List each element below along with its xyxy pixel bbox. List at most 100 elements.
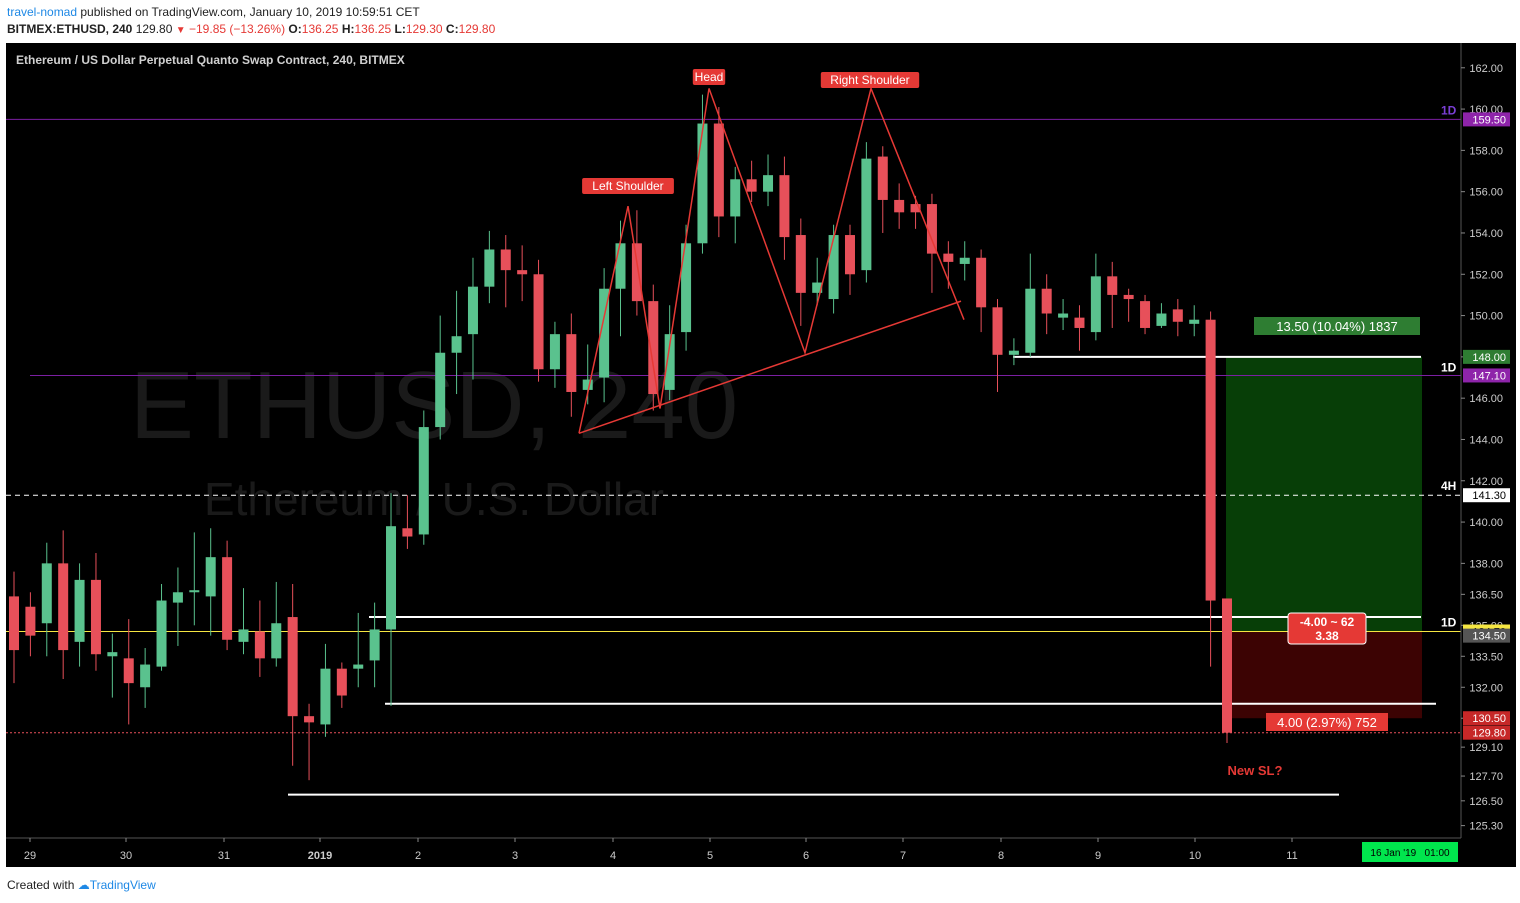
price-tag-text: 159.50 [1472, 114, 1506, 126]
target-label-box [1254, 317, 1420, 335]
candle-body [74, 579, 85, 642]
candle-body [320, 668, 331, 725]
pattern-label: Right Shoulder [830, 73, 909, 87]
x-tick-label: 6 [803, 850, 809, 862]
position-zones [1226, 356, 1422, 719]
price-tag-box [1463, 349, 1510, 364]
publish-info: travel-nomad published on TradingView.co… [7, 5, 420, 19]
y-tick-label: 133.50 [1469, 651, 1503, 663]
y-tick-label: 142.00 [1469, 476, 1503, 488]
candle-body [304, 716, 315, 723]
price-tag-text: 148.00 [1472, 352, 1506, 364]
chart-frame[interactable]: ETHUSD, 240 Ethereum / U.S. Dollar 1D 1D 4… [6, 43, 1516, 867]
y-tick-label: 126.50 [1469, 796, 1503, 808]
date-badge: 16 Jan '19 01:00 [1362, 842, 1458, 862]
created-with-label: Created with [7, 878, 75, 892]
candle-body [730, 179, 741, 217]
price-tag-box [1463, 488, 1510, 503]
author-link[interactable]: travel-nomad [7, 5, 78, 19]
candle-body [41, 563, 52, 624]
candle-body [107, 652, 118, 657]
candle-body [926, 204, 937, 254]
pnl-line2: 3.38 [1315, 629, 1339, 643]
candle-body [779, 175, 790, 238]
y-tick-label: 154.00 [1469, 228, 1503, 240]
chart-title: Ethereum / US Dollar Perpetual Quanto Sw… [16, 53, 405, 67]
candle-body [664, 334, 675, 390]
candle-body [58, 563, 69, 651]
candle-body [763, 175, 774, 192]
price-tag-text: 134.50 [1472, 631, 1506, 643]
pattern-label: Left Shoulder [592, 179, 663, 193]
candle-body [435, 352, 446, 428]
price-tags: 159.50147.10141.30134.70148.00134.50130.… [1463, 112, 1510, 740]
level-label: 1D [1441, 360, 1457, 374]
y-tick-label: 127.70 [1469, 771, 1503, 783]
x-tick-label: 2019 [308, 850, 332, 862]
pattern-label-box [692, 69, 726, 85]
candle-body [894, 199, 905, 213]
y-tick-label: 132.00 [1469, 682, 1503, 694]
price-tag-box [1463, 725, 1510, 740]
candle-body [369, 629, 380, 661]
published-text: published on TradingView.com, January 10… [80, 5, 420, 19]
candle-body [1189, 319, 1200, 324]
tradingview-brand[interactable]: TradingView [89, 878, 156, 892]
candle-body [795, 235, 806, 293]
level-label: 4H [1441, 479, 1456, 493]
x-tick-label: 30 [120, 850, 132, 862]
price-tag-box [1463, 628, 1510, 643]
candle-body [451, 336, 462, 353]
x-axis[interactable]: 29 30 31 2019 2 3 4 5 6 7 8 9 10 11 [24, 838, 1298, 862]
price-tag-box [1463, 711, 1510, 726]
pattern-label-box [820, 72, 920, 88]
candle-body [549, 334, 560, 370]
x-tick-label: 11 [1286, 850, 1297, 862]
x-tick-label: 10 [1189, 850, 1201, 862]
x-tick-label: 2 [415, 850, 421, 862]
watermark-name: Ethereum / U.S. Dollar [204, 473, 664, 525]
candle-body [25, 606, 36, 636]
candle-body [222, 557, 233, 640]
candle-body [959, 257, 970, 264]
watermark: ETHUSD, 240 Ethereum / U.S. Dollar [130, 352, 738, 525]
price-chart[interactable]: ETHUSD, 240 Ethereum / U.S. Dollar 1D 1D 4… [6, 43, 1516, 867]
candle-body [238, 629, 249, 642]
candle-body [943, 253, 954, 262]
candle-body [386, 526, 397, 630]
candle-body [402, 528, 413, 537]
low-value: 129.30 [405, 22, 443, 36]
price-tag-text: 130.50 [1472, 713, 1506, 725]
x-tick-label: 9 [1095, 850, 1101, 862]
x-tick-label: 8 [998, 850, 1004, 862]
candle-body [140, 664, 151, 688]
level-label: 1D [1441, 103, 1457, 117]
candle-body [1107, 276, 1118, 295]
candle-body [1025, 288, 1036, 353]
candle-body [828, 235, 839, 300]
x-tick-label: 5 [707, 850, 713, 862]
high-value: 136.25 [354, 22, 392, 36]
candle-body [1041, 288, 1052, 314]
y-tick-label: 129.10 [1469, 742, 1503, 754]
x-tick-label: 3 [512, 850, 518, 862]
price-tag-box [1463, 112, 1510, 127]
candle-body [877, 156, 888, 200]
neckline [578, 300, 962, 434]
candle-body [615, 243, 626, 289]
candle-body [681, 243, 692, 333]
candle-body [582, 379, 593, 390]
candle-body [517, 270, 528, 275]
pnl-box [1287, 612, 1367, 645]
open-value: 136.25 [301, 22, 339, 36]
candle-body [1205, 319, 1216, 601]
pnl-line1: -4.00 ~ 62 [1300, 615, 1355, 629]
candle-body [533, 274, 544, 370]
candle-body [500, 249, 511, 271]
candle-body [599, 288, 610, 378]
y-tick-label: 140.00 [1469, 517, 1503, 529]
down-triangle-icon: ▼ [175, 25, 186, 36]
candle-body [172, 592, 183, 603]
price-tag-text: 141.30 [1472, 490, 1506, 502]
y-axis[interactable]: 162.00160.00158.00156.00154.00152.00150.… [1461, 63, 1503, 833]
